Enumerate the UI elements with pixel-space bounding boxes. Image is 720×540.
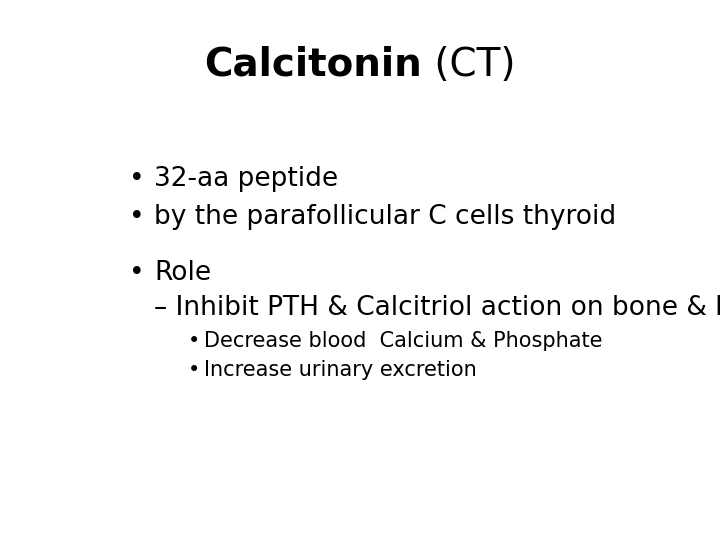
Text: 32-aa peptide: 32-aa peptide: [154, 166, 338, 192]
Text: •: •: [129, 260, 145, 286]
Text: Role: Role: [154, 260, 211, 286]
Text: Calcitonin: Calcitonin: [204, 46, 422, 84]
Text: – Inhibit PTH & Calcitriol action on bone & kidney: – Inhibit PTH & Calcitriol action on bon…: [154, 295, 720, 321]
Text: •: •: [188, 360, 200, 380]
Text: •: •: [188, 332, 200, 352]
Text: Increase urinary excretion: Increase urinary excretion: [204, 360, 477, 380]
Text: •: •: [129, 166, 145, 192]
Text: •: •: [129, 204, 145, 230]
Text: Decrease blood  Calcium & Phosphate: Decrease blood Calcium & Phosphate: [204, 332, 603, 352]
Text: by the parafollicular C cells thyroid: by the parafollicular C cells thyroid: [154, 204, 616, 230]
Text: (CT): (CT): [422, 46, 516, 84]
